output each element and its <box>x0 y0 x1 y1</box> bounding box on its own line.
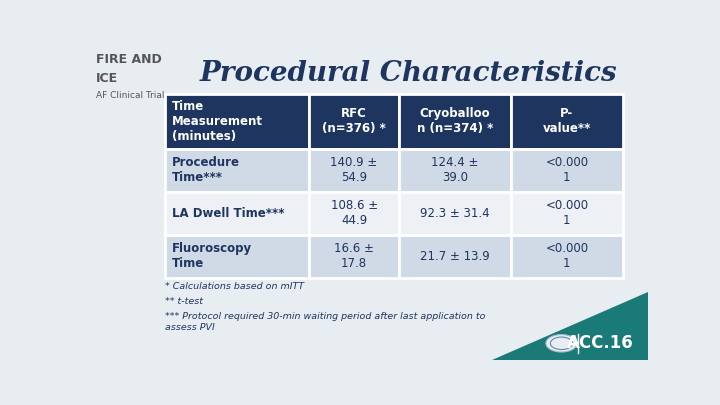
Text: 16.6 ±
17.8: 16.6 ± 17.8 <box>334 242 374 270</box>
Bar <box>510 149 623 192</box>
Bar <box>166 192 310 235</box>
Text: Fluoroscopy
Time: Fluoroscopy Time <box>172 242 252 270</box>
Bar <box>166 235 310 278</box>
Bar <box>310 149 399 192</box>
Bar <box>510 192 623 235</box>
Bar <box>310 192 399 235</box>
Text: 92.3 ± 31.4: 92.3 ± 31.4 <box>420 207 490 220</box>
Bar <box>166 94 310 149</box>
Text: 140.9 ±
54.9: 140.9 ± 54.9 <box>330 156 378 185</box>
Text: *** Protocol required 30-min waiting period after last application to
assess PVI: *** Protocol required 30-min waiting per… <box>166 312 486 332</box>
Text: * Calculations based on mITT: * Calculations based on mITT <box>166 283 305 292</box>
Text: FIRE AND: FIRE AND <box>96 53 161 66</box>
Text: <0.000
1: <0.000 1 <box>545 156 588 185</box>
Circle shape <box>546 335 577 352</box>
Bar <box>310 235 399 278</box>
Text: 124.4 ±
39.0: 124.4 ± 39.0 <box>431 156 478 185</box>
Bar <box>310 94 399 149</box>
Bar <box>399 192 510 235</box>
Text: Procedure
Time***: Procedure Time*** <box>172 156 240 185</box>
Text: ACC.16: ACC.16 <box>567 334 634 352</box>
Bar <box>399 149 510 192</box>
Text: 108.6 ±
44.9: 108.6 ± 44.9 <box>330 199 377 227</box>
Text: 21.7 ± 13.9: 21.7 ± 13.9 <box>420 250 490 263</box>
Text: AF Clinical Trial: AF Clinical Trial <box>96 91 164 100</box>
Text: Procedural Characteristics: Procedural Characteristics <box>199 60 617 87</box>
Text: ICE: ICE <box>96 72 117 85</box>
Text: LA Dwell Time***: LA Dwell Time*** <box>172 207 284 220</box>
Polygon shape <box>492 292 648 360</box>
Text: RFC
(n=376) *: RFC (n=376) * <box>322 107 386 135</box>
Text: P-
value**: P- value** <box>543 107 591 135</box>
Bar <box>399 235 510 278</box>
Bar <box>510 94 623 149</box>
Text: <0.000
1: <0.000 1 <box>545 199 588 227</box>
Bar <box>510 235 623 278</box>
Text: Time
Measurement
(minutes): Time Measurement (minutes) <box>172 100 263 143</box>
Bar <box>166 149 310 192</box>
Text: Cryoballoo
n (n=374) *: Cryoballoo n (n=374) * <box>417 107 493 135</box>
Bar <box>399 94 510 149</box>
Text: ** t-test: ** t-test <box>166 297 203 307</box>
Text: <0.000
1: <0.000 1 <box>545 242 588 270</box>
